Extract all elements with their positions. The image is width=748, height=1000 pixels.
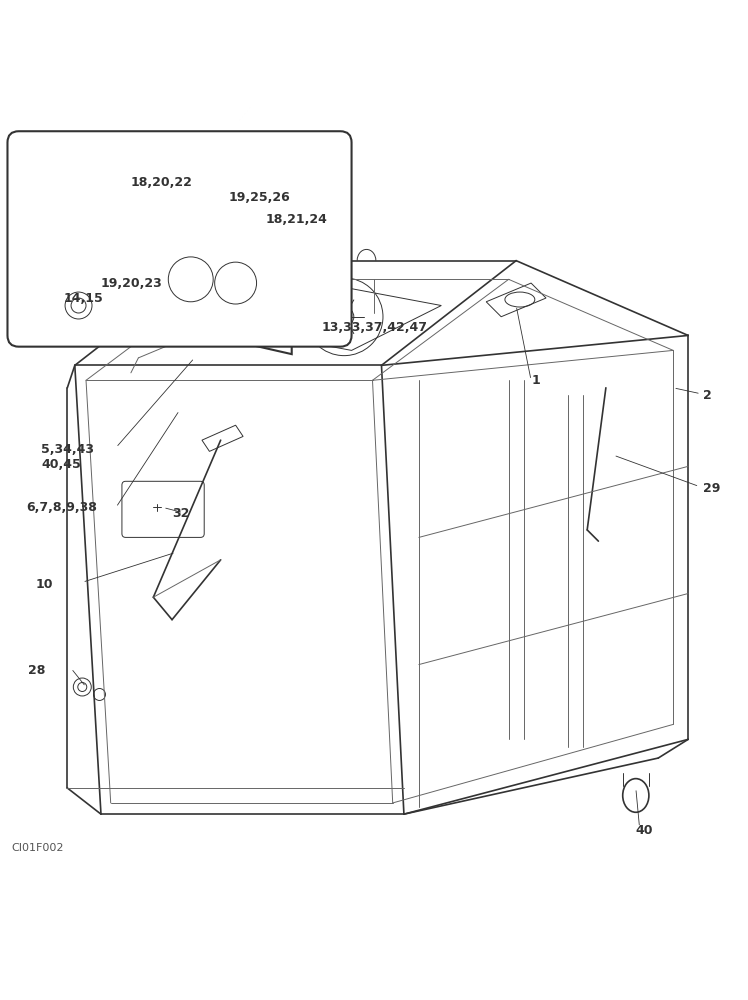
FancyBboxPatch shape	[7, 131, 352, 347]
FancyBboxPatch shape	[122, 481, 204, 537]
Polygon shape	[73, 227, 103, 248]
Text: 29: 29	[703, 482, 720, 495]
Text: 6,7,8,9,38: 6,7,8,9,38	[26, 501, 97, 514]
Text: 18,20,22: 18,20,22	[131, 176, 193, 189]
Text: 19,25,26: 19,25,26	[228, 191, 290, 204]
Text: 2: 2	[703, 389, 712, 402]
Text: 18,21,24: 18,21,24	[266, 213, 328, 226]
Text: 1: 1	[531, 374, 540, 387]
Text: 10: 10	[36, 578, 53, 591]
Text: CI01F002: CI01F002	[11, 843, 64, 853]
Text: 19,20,23: 19,20,23	[101, 277, 163, 290]
Text: 28: 28	[28, 664, 46, 677]
Text: 32: 32	[172, 507, 189, 520]
Text: 14,15: 14,15	[64, 292, 103, 305]
Polygon shape	[209, 335, 292, 354]
Text: 40: 40	[636, 824, 653, 837]
Text: 5,34,43
40,45: 5,34,43 40,45	[41, 443, 94, 471]
Text: 13,33,37,42,47: 13,33,37,42,47	[322, 321, 428, 334]
